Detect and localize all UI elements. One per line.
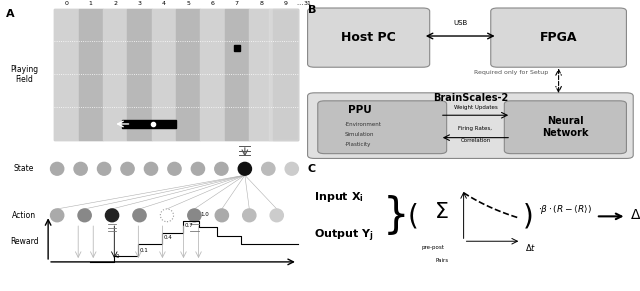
Bar [152,9,176,140]
FancyBboxPatch shape [308,8,429,67]
Text: 2: 2 [113,1,117,6]
Text: Output Y$_\mathregular{j}$: Output Y$_\mathregular{j}$ [314,228,374,244]
Text: $\cdot\beta\cdot(R-\langle R\rangle)$: $\cdot\beta\cdot(R-\langle R\rangle)$ [538,203,592,216]
Bar [54,9,298,140]
Text: 1: 1 [89,1,93,6]
Text: Neural
Network: Neural Network [542,116,589,138]
Text: Input X$_\mathregular{i}$: Input X$_\mathregular{i}$ [314,190,364,204]
Bar [249,9,273,140]
Text: FPGA: FPGA [540,31,577,44]
Text: C: C [308,164,316,174]
Text: 9: 9 [284,1,287,6]
Text: 8: 8 [259,1,263,6]
Text: 7: 7 [235,1,239,6]
Text: BrainScales-2: BrainScales-2 [433,93,508,103]
Text: State: State [14,164,35,173]
Text: Pairs: Pairs [435,258,448,263]
Bar [200,9,225,140]
Text: Required only for Setup: Required only for Setup [474,70,548,75]
Circle shape [215,209,228,222]
Circle shape [285,162,298,175]
Text: 0.1: 0.1 [140,248,148,253]
Circle shape [133,209,146,222]
Bar [122,120,176,128]
Bar [176,9,200,140]
Text: ⋯: ⋯ [296,1,303,6]
Text: 5: 5 [186,1,190,6]
Bar [225,9,249,140]
Bar [234,45,240,51]
Circle shape [78,209,92,222]
Circle shape [243,209,256,222]
Text: $\Delta w_{ij}$: $\Delta w_{ij}$ [630,207,640,226]
Circle shape [161,209,173,222]
Bar [103,9,127,140]
Text: 0: 0 [116,254,119,259]
Circle shape [121,162,134,175]
Text: Host PC: Host PC [341,31,396,44]
Circle shape [238,162,252,175]
Text: Reward: Reward [10,237,38,246]
Text: ·Environment: ·Environment [345,122,382,127]
Circle shape [215,162,228,175]
Circle shape [145,162,157,175]
Circle shape [97,162,111,175]
Text: Correlation: Correlation [460,138,491,143]
Text: PPU: PPU [348,105,372,116]
Text: A: A [6,9,15,19]
Bar [54,9,79,140]
Circle shape [168,162,181,175]
Text: 0: 0 [65,1,68,6]
FancyBboxPatch shape [491,8,627,67]
Text: Playing
Field: Playing Field [10,65,38,84]
Bar [269,9,298,140]
Bar [273,9,298,140]
Bar [79,9,103,140]
Text: Action: Action [12,211,36,220]
Circle shape [51,209,64,222]
Text: 3: 3 [138,1,141,6]
Text: pre-post: pre-post [422,245,445,250]
Text: $\Delta t$: $\Delta t$ [525,242,536,253]
Circle shape [191,162,205,175]
Text: 4: 4 [162,1,166,6]
Text: 1.0: 1.0 [200,212,209,217]
Text: Firing Rates,: Firing Rates, [458,126,493,131]
Text: USB: USB [453,19,467,26]
Circle shape [74,162,87,175]
FancyBboxPatch shape [317,101,447,154]
Circle shape [51,162,64,175]
FancyBboxPatch shape [308,93,633,158]
Circle shape [188,209,201,222]
Text: ·Plasticity: ·Plasticity [345,141,371,147]
Text: ): ) [523,202,533,230]
Circle shape [106,209,118,222]
Bar [127,9,152,140]
Text: 0.7: 0.7 [185,223,194,228]
Text: B: B [308,5,316,15]
Text: Weight Updates: Weight Updates [454,105,497,110]
Text: 0.4: 0.4 [164,235,173,240]
Text: 6: 6 [211,1,214,6]
Text: Simulation: Simulation [345,132,374,137]
FancyBboxPatch shape [504,101,627,154]
Text: $\Sigma$: $\Sigma$ [435,203,449,222]
Circle shape [262,162,275,175]
Text: (: ( [408,202,418,230]
Circle shape [270,209,284,222]
Text: }: } [383,195,409,237]
Text: 31: 31 [303,1,311,6]
